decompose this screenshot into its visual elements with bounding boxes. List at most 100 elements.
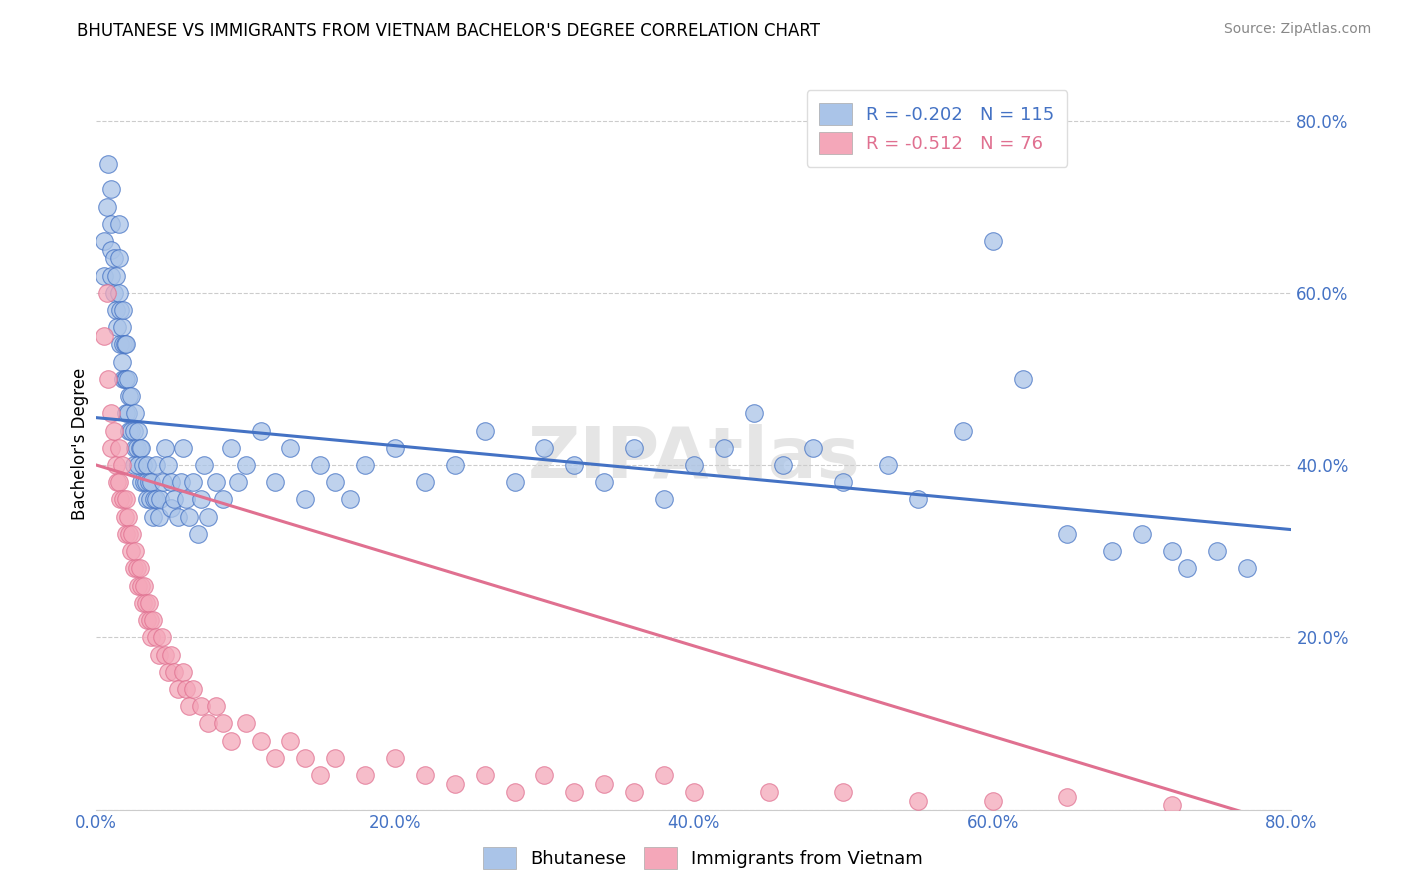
Point	[131, 596, 153, 610]
Point	[533, 441, 555, 455]
Point	[107, 217, 129, 231]
Point	[125, 561, 148, 575]
Point	[139, 492, 162, 507]
Point	[112, 337, 135, 351]
Point	[593, 475, 616, 490]
Point	[129, 441, 152, 455]
Point	[128, 561, 150, 575]
Point	[152, 475, 174, 490]
Point	[107, 252, 129, 266]
Point	[1056, 527, 1078, 541]
Point	[108, 303, 131, 318]
Point	[128, 441, 150, 455]
Point	[219, 441, 242, 455]
Point	[120, 424, 142, 438]
Point	[114, 509, 136, 524]
Point	[118, 389, 141, 403]
Point	[124, 544, 146, 558]
Point	[97, 156, 120, 170]
Point	[118, 424, 141, 438]
Point	[148, 648, 170, 662]
Point	[115, 527, 138, 541]
Point	[127, 458, 149, 472]
Point	[110, 354, 132, 368]
Point	[148, 509, 170, 524]
Point	[100, 268, 122, 283]
Point	[907, 492, 929, 507]
Point	[156, 458, 179, 472]
Point	[952, 424, 974, 438]
Point	[167, 509, 190, 524]
Point	[204, 475, 226, 490]
Point	[832, 475, 855, 490]
Point	[533, 768, 555, 782]
Point	[125, 441, 148, 455]
Point	[96, 285, 118, 300]
Point	[97, 372, 120, 386]
Point	[145, 630, 167, 644]
Point	[136, 458, 159, 472]
Point	[197, 509, 219, 524]
Point	[120, 544, 142, 558]
Point	[562, 785, 585, 799]
Point	[174, 681, 197, 696]
Point	[1130, 527, 1153, 541]
Point	[138, 475, 160, 490]
Text: Source: ZipAtlas.com: Source: ZipAtlas.com	[1223, 22, 1371, 37]
Point	[309, 458, 332, 472]
Point	[249, 424, 271, 438]
Point	[129, 579, 152, 593]
Point	[187, 527, 209, 541]
Point	[772, 458, 794, 472]
Point	[623, 441, 645, 455]
Point	[136, 492, 159, 507]
Point	[190, 492, 212, 507]
Point	[104, 268, 127, 283]
Point	[212, 716, 235, 731]
Point	[163, 492, 186, 507]
Point	[160, 501, 183, 516]
Point	[100, 243, 122, 257]
Point	[1011, 372, 1033, 386]
Point	[354, 768, 377, 782]
Point	[280, 441, 302, 455]
Point	[177, 699, 200, 714]
Point	[108, 492, 131, 507]
Point	[235, 458, 257, 472]
Point	[443, 777, 465, 791]
Point	[172, 665, 194, 679]
Point	[104, 458, 127, 472]
Point	[167, 681, 190, 696]
Point	[294, 751, 316, 765]
Point	[323, 475, 346, 490]
Point	[110, 320, 132, 334]
Point	[1236, 561, 1258, 575]
Point	[138, 596, 160, 610]
Point	[110, 458, 132, 472]
Point	[139, 613, 162, 627]
Point	[354, 458, 377, 472]
Point	[474, 768, 496, 782]
Point	[1175, 561, 1198, 575]
Point	[652, 768, 675, 782]
Point	[115, 492, 138, 507]
Point	[1161, 798, 1184, 813]
Point	[156, 665, 179, 679]
Point	[107, 441, 129, 455]
Point	[1056, 789, 1078, 804]
Point	[100, 217, 122, 231]
Point	[163, 665, 186, 679]
Point	[115, 406, 138, 420]
Point	[742, 406, 765, 420]
Point	[149, 492, 172, 507]
Point	[129, 475, 152, 490]
Point	[153, 441, 176, 455]
Point	[226, 475, 249, 490]
Point	[193, 458, 215, 472]
Point	[323, 751, 346, 765]
Point	[413, 475, 436, 490]
Point	[183, 681, 205, 696]
Point	[235, 716, 257, 731]
Point	[107, 285, 129, 300]
Point	[105, 475, 128, 490]
